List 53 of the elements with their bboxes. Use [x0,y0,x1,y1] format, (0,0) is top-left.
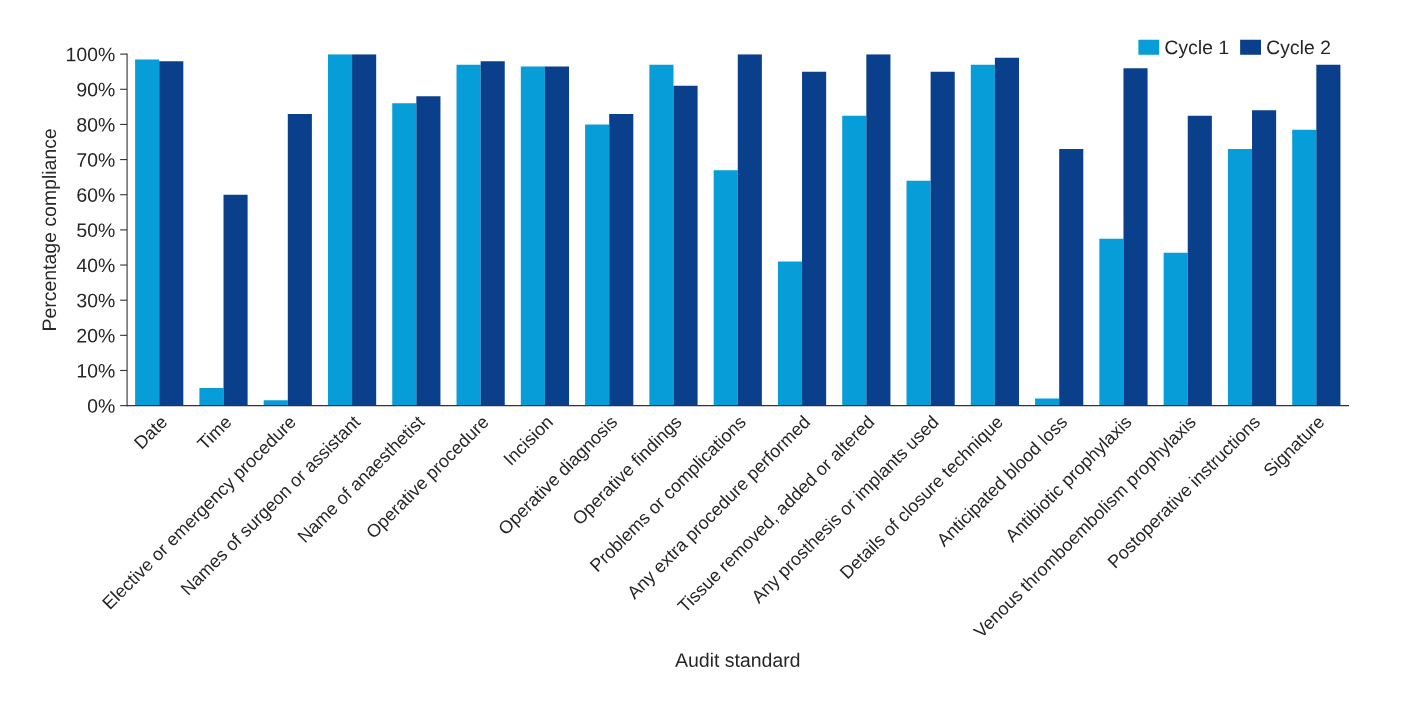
bar [352,54,377,406]
y-tick-label: 50% [77,223,115,238]
y-tick-label: 100% [67,47,115,62]
y-tick-label: 90% [77,82,115,97]
bar [520,66,545,406]
bar [1123,68,1148,406]
x-tick-label: Time [195,414,233,451]
bar [994,57,1020,406]
bar [970,64,995,406]
bar [649,64,674,406]
bar [1252,110,1277,406]
bar [1163,252,1188,406]
x-axis-title: Audit standard [675,652,800,667]
bar [223,194,248,406]
y-tick-label: 0% [87,399,115,413]
bar [416,96,441,406]
y-tick-label: 30% [77,293,115,308]
bar [1292,129,1317,406]
bar [930,71,955,406]
bar [1316,64,1341,406]
bar [544,66,570,406]
bar [737,54,762,406]
legend-label: Cycle 1 [1165,40,1229,59]
y-tick-label: 80% [77,117,115,132]
bar [713,170,738,406]
y-tick-label: 10% [77,363,115,378]
bar [673,85,698,406]
y-tick-label: 20% [77,328,115,343]
bar [1099,238,1124,406]
bar [906,180,931,406]
bar [777,261,803,406]
y-tick-label: 60% [77,188,115,202]
y-axis-title: Percentage compliance [41,129,60,330]
bar [456,64,481,406]
bar [159,61,184,406]
legend-label: Cycle 2 [1267,40,1330,59]
y-tick-label: 70% [77,153,115,167]
bar [392,103,417,406]
y-tick-label: 40% [76,258,115,273]
bar [263,400,288,406]
bar [842,115,867,406]
bar [1187,115,1212,406]
bar [866,54,891,406]
bar [1059,149,1084,406]
bar [327,54,353,406]
bar [802,71,827,406]
bar [287,113,312,406]
bar [480,61,505,406]
bar [199,388,224,406]
bar [1227,149,1253,406]
bar [135,59,160,406]
bar [609,113,634,406]
bar [585,124,610,406]
